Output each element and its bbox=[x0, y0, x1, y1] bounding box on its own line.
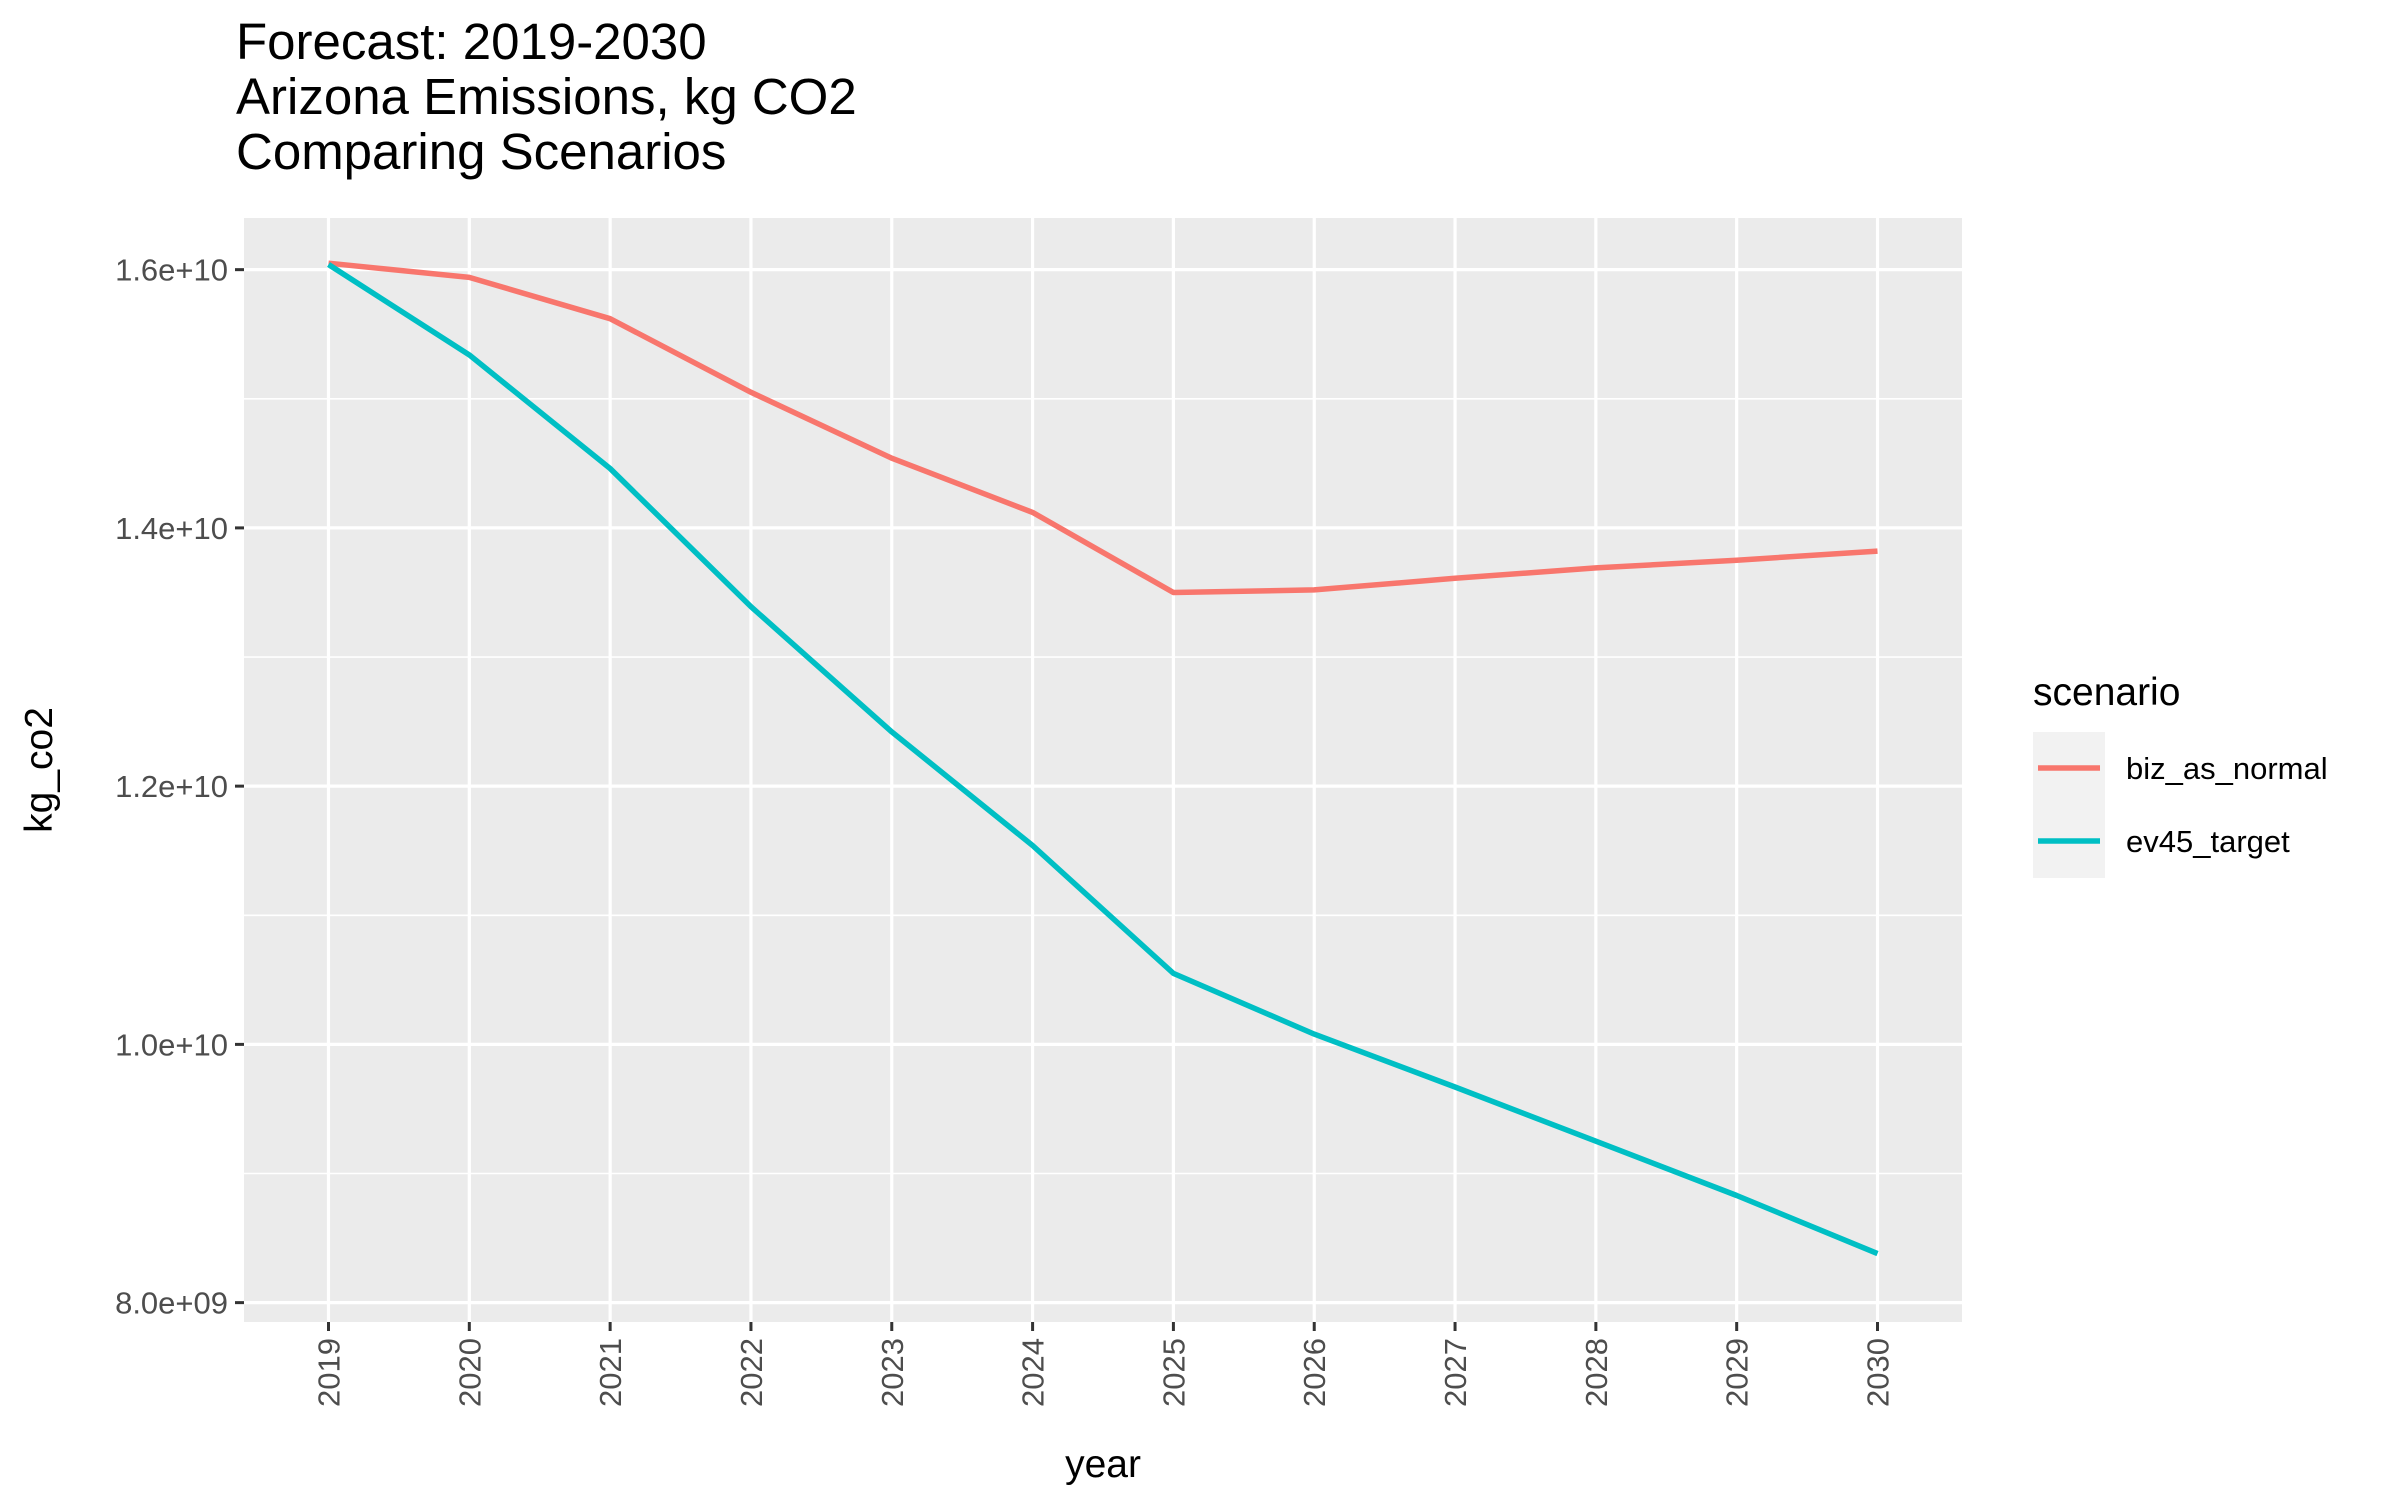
chart-title-line-1: Forecast: 2019-2030 bbox=[236, 13, 707, 70]
x-axis: 2019 2020 2021 2022 2023 2024 2025 2026 2027 2028… bbox=[311, 1322, 1896, 1407]
legend-title: scenario bbox=[2033, 671, 2180, 714]
x-axis-title: year bbox=[1065, 1443, 1141, 1486]
y-tick-label: 8.0e+09 bbox=[115, 1286, 228, 1321]
x-tick-label: 2025 bbox=[1156, 1338, 1191, 1407]
y-tick-label: 1.4e+10 bbox=[115, 511, 228, 546]
x-tick-label: 2030 bbox=[1861, 1338, 1896, 1407]
x-tick-label: 2023 bbox=[875, 1338, 910, 1407]
x-tick-label: 2021 bbox=[593, 1338, 628, 1407]
x-tick-label: 2024 bbox=[1016, 1338, 1051, 1407]
legend-key-background bbox=[2033, 732, 2105, 878]
x-tick-label: 2019 bbox=[311, 1338, 346, 1407]
x-tick-label: 2029 bbox=[1720, 1338, 1755, 1407]
chart-title: Forecast: 2019-2030 Arizona Emissions, k… bbox=[236, 14, 857, 179]
series-line-ev45_target bbox=[327, 262, 1879, 1257]
series-line-biz_as_normal bbox=[328, 260, 1878, 596]
legend-label-ev45_target: ev45_target bbox=[2126, 824, 2290, 859]
x-tick-label: 2026 bbox=[1297, 1338, 1332, 1407]
x-tick-label: 2022 bbox=[734, 1338, 769, 1407]
major-gridlines bbox=[244, 218, 1962, 1322]
series-lines bbox=[327, 260, 1879, 1257]
x-tick-label: 2028 bbox=[1579, 1338, 1614, 1407]
x-tick-label: 2020 bbox=[452, 1338, 487, 1407]
legend-label-biz_as_normal: biz_as_normal bbox=[2126, 751, 2328, 786]
chart-title-line-2: Arizona Emissions, kg CO2 bbox=[236, 68, 857, 125]
x-tick-label: 2027 bbox=[1438, 1338, 1473, 1407]
legend: scenario biz_as_normal ev45_target bbox=[2033, 671, 2328, 878]
y-tick-label: 1.2e+10 bbox=[115, 769, 228, 804]
y-tick-label: 1.0e+10 bbox=[115, 1027, 228, 1062]
chart-title-line-3: Comparing Scenarios bbox=[236, 123, 727, 180]
y-axis-title: kg_co2 bbox=[18, 707, 61, 833]
y-tick-label: 1.6e+10 bbox=[115, 253, 228, 288]
y-axis: 8.0e+09 1.0e+10 1.2e+10 1.4e+10 1.6e+10 bbox=[115, 253, 244, 1321]
